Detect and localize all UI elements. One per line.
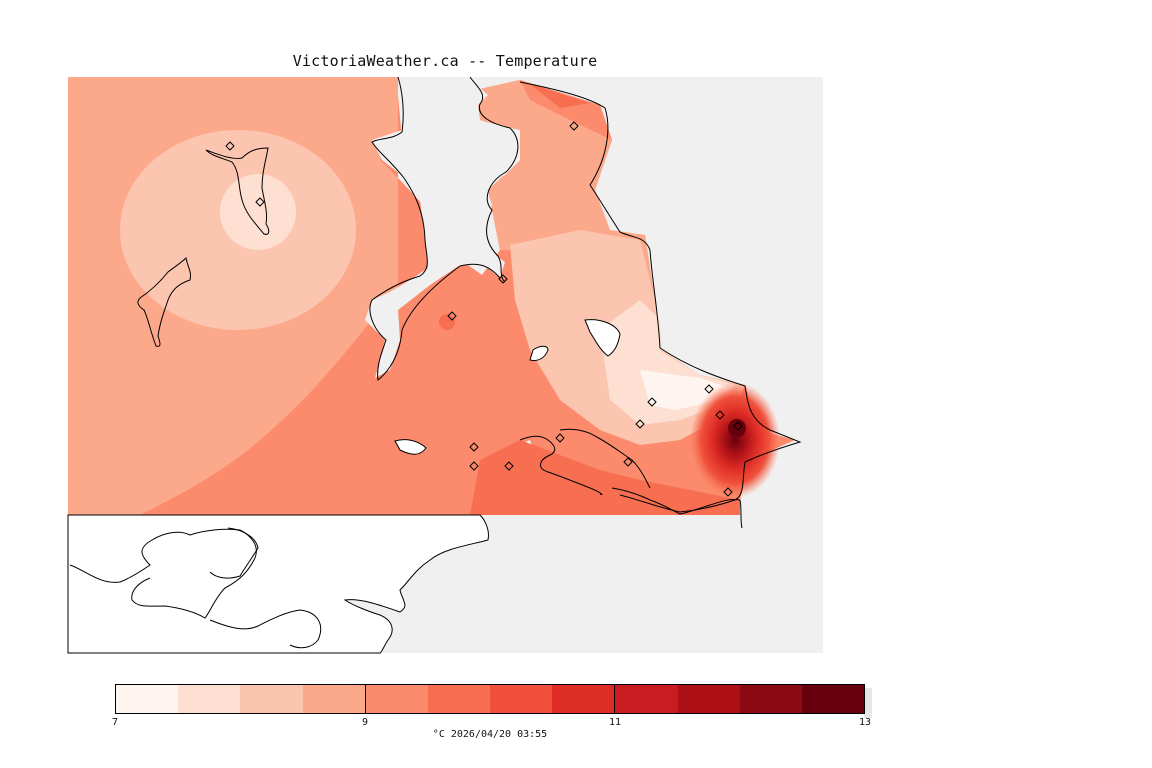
station-marker [498,274,508,284]
legend-swatch [365,685,428,713]
temperature-map[interactable] [0,0,1152,680]
legend-swatch [615,685,678,713]
station-markers [225,121,743,497]
station-marker [723,487,733,497]
temperature-field [68,77,795,515]
legend-swatch [427,685,491,713]
legend-swatch [739,685,802,713]
station-marker [504,461,514,471]
station-marker [733,421,743,431]
station-marker [715,410,725,420]
station-marker [225,141,235,151]
legend-tick-label: 7 [111,717,119,728]
water-bodies [67,76,802,654]
legend-swatch [302,685,366,713]
legend-tick-label: 13 [858,717,872,728]
station-marker [555,433,565,443]
chart-title: VictoriaWeather.ca -- Temperature [292,52,598,70]
legend-swatch [240,685,303,713]
legend-tick-label: 9 [361,717,369,728]
legend-swatch [801,685,865,713]
station-marker [255,197,265,207]
coastlines [137,147,743,529]
station-marker [447,311,457,321]
legend-swatch [490,685,553,713]
station-marker [635,419,645,429]
station-marker [623,457,633,467]
legend-tick-label: 11 [608,717,622,728]
legend-swatch [552,685,616,713]
units-timestamp: °C 2026/04/20 03:55 [432,729,548,740]
station-marker [469,442,479,452]
station-marker [569,121,579,131]
station-marker [647,397,657,407]
legend-swatch [178,685,241,713]
legend-swatch [116,685,179,713]
station-marker [469,461,479,471]
legend-shadow [864,688,872,718]
station-marker [704,384,714,394]
legend-swatch [677,685,740,713]
color-legend [115,684,865,714]
